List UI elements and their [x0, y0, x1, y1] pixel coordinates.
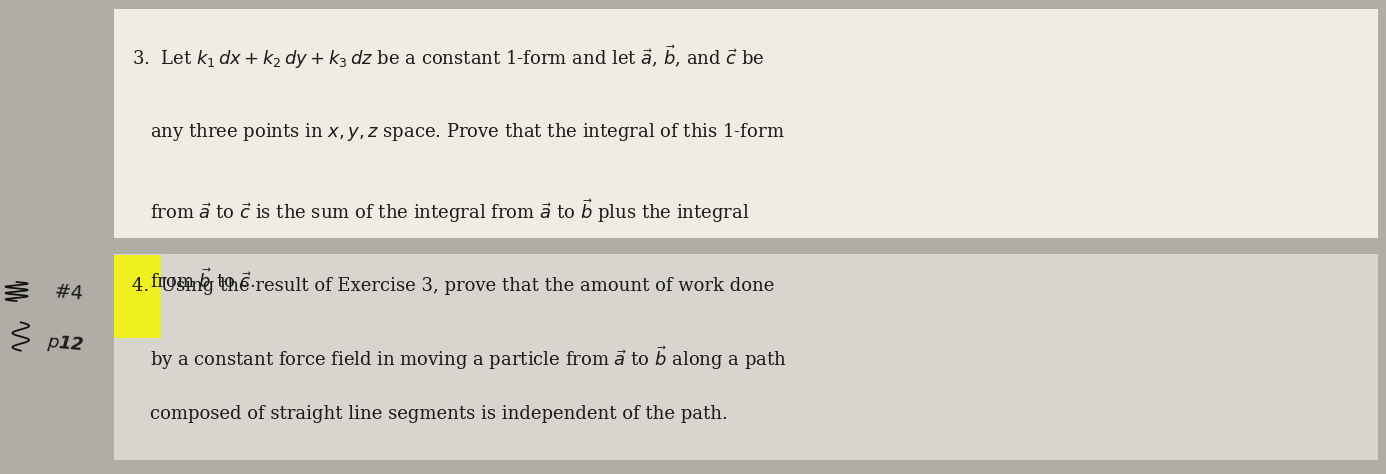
FancyBboxPatch shape: [114, 9, 1378, 238]
Text: from $\vec{a}$ to $\vec{c}$ is the sum of the integral from $\vec{a}$ to $\vec{b: from $\vec{a}$ to $\vec{c}$ is the sum o…: [150, 197, 750, 225]
Text: $p$12: $p$12: [46, 332, 85, 356]
Text: $\#4$: $\#4$: [53, 282, 85, 303]
Text: any three points in $x, y, z$ space. Prove that the integral of this 1-form: any three points in $x, y, z$ space. Pro…: [150, 121, 784, 143]
FancyBboxPatch shape: [114, 254, 1378, 460]
Text: from $\vec{b}$ to $\vec{c}$.: from $\vec{b}$ to $\vec{c}$.: [150, 268, 255, 292]
Text: 4.  Using the result of Exercise 3, prove that the amount of work done: 4. Using the result of Exercise 3, prove…: [132, 277, 773, 295]
FancyBboxPatch shape: [114, 255, 161, 338]
Text: 3.  Let $k_1\,dx + k_2\,dy + k_3\,dz$ be a constant 1-form and let $\vec{a}$, $\: 3. Let $k_1\,dx + k_2\,dy + k_3\,dz$ be …: [132, 43, 764, 71]
Text: composed of straight line segments is independent of the path.: composed of straight line segments is in…: [150, 405, 728, 423]
Text: by a constant force field in moving a particle from $\vec{a}$ to $\vec{b}$ along: by a constant force field in moving a pa…: [150, 344, 787, 372]
